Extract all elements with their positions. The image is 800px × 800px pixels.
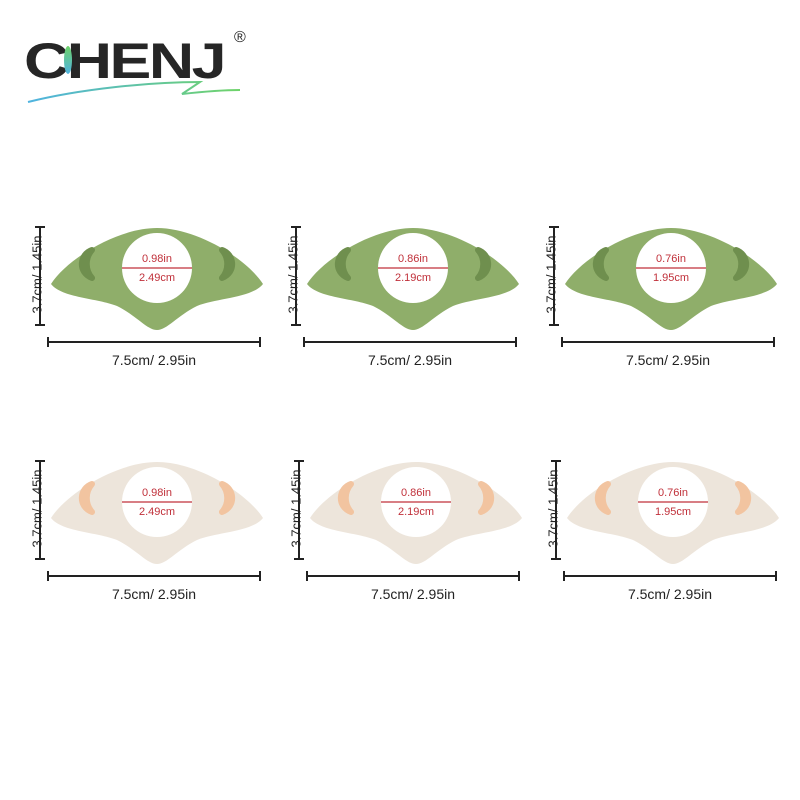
width-dimension-line <box>47 571 261 581</box>
width-label: 7.5cm/ 2.95in <box>111 352 197 368</box>
inner-diameter-in: 0.86in <box>401 487 431 499</box>
inner-diameter-in: 0.76in <box>656 253 686 265</box>
chenj-logo: CHENJ ® <box>24 29 246 103</box>
registered-mark: ® <box>234 29 246 46</box>
height-dimension-line <box>551 460 561 560</box>
height-dimension-line <box>294 460 304 560</box>
width-dimension-line <box>47 337 261 347</box>
product-item: 0.98in 2.49cm 3.7cm/ 1.45in 7.5cm/ 2.95i… <box>29 458 273 608</box>
product-item: 0.76in 1.95cm 3.7cm/ 1.45in 7.5cm/ 2.95i… <box>543 224 787 374</box>
inner-diameter-cm: 2.49cm <box>139 272 175 284</box>
height-label: 3.7cm/ 1.45in <box>543 235 559 314</box>
brand-name: CHENJ <box>24 33 224 89</box>
width-label: 7.5cm/ 2.95in <box>367 352 453 368</box>
inner-diameter-in: 0.98in <box>142 253 172 265</box>
inner-diameter-cm: 1.95cm <box>655 506 691 518</box>
inner-diameter-cm: 2.19cm <box>398 506 434 518</box>
width-label: 7.5cm/ 2.95in <box>370 586 456 602</box>
inner-diameter-in: 0.86in <box>398 253 428 265</box>
height-label: 3.7cm/ 1.45in <box>29 469 45 548</box>
width-label: 7.5cm/ 2.95in <box>111 586 197 602</box>
inner-diameter-in: 0.76in <box>658 487 688 499</box>
height-dimension-line <box>35 226 45 326</box>
inner-diameter-cm: 2.19cm <box>395 272 431 284</box>
finger-ring-shape: 0.86in 2.19cm <box>307 228 519 330</box>
width-dimension-line <box>303 337 517 347</box>
height-dimension-line <box>291 226 301 326</box>
width-dimension-line <box>306 571 520 581</box>
height-dimension-line <box>35 460 45 560</box>
finger-ring-shape: 0.76in 1.95cm <box>567 462 779 564</box>
finger-ring-shape: 0.98in 2.49cm <box>51 228 263 330</box>
finger-ring-shape: 0.98in 2.49cm <box>51 462 263 564</box>
finger-ring-shape: 0.86in 2.19cm <box>310 462 522 564</box>
product-item: 0.86in 2.19cm 3.7cm/ 1.45in 7.5cm/ 2.95i… <box>285 224 529 374</box>
height-label: 3.7cm/ 1.45in <box>545 469 561 548</box>
width-label: 7.5cm/ 2.95in <box>625 352 711 368</box>
height-label: 3.7cm/ 1.45in <box>285 235 301 314</box>
width-label: 7.5cm/ 2.95in <box>627 586 713 602</box>
width-dimension-line <box>563 571 777 581</box>
height-label: 3.7cm/ 1.45in <box>29 235 45 314</box>
product-item: 0.76in 1.95cm 3.7cm/ 1.45in 7.5cm/ 2.95i… <box>545 458 789 608</box>
inner-diameter-in: 0.98in <box>142 487 172 499</box>
inner-diameter-cm: 1.95cm <box>653 272 689 284</box>
product-item: 0.86in 2.19cm 3.7cm/ 1.45in 7.5cm/ 2.95i… <box>288 458 532 608</box>
width-dimension-line <box>561 337 775 347</box>
height-dimension-line <box>549 226 559 326</box>
height-label: 3.7cm/ 1.45in <box>288 469 304 548</box>
finger-ring-shape: 0.76in 1.95cm <box>565 228 777 330</box>
inner-diameter-cm: 2.49cm <box>139 506 175 518</box>
product-item: 0.98in 2.49cm 3.7cm/ 1.45in 7.5cm/ 2.95i… <box>29 224 273 374</box>
